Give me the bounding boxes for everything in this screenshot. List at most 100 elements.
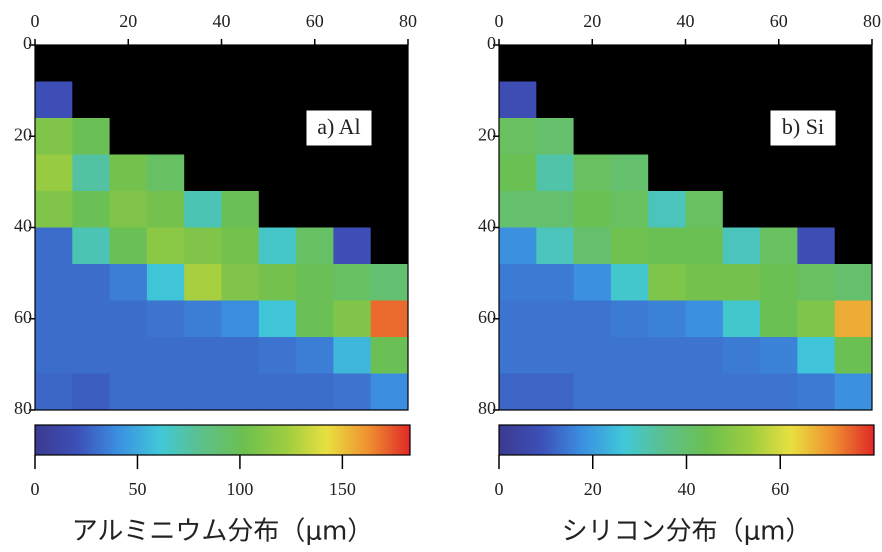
heat-cell <box>610 118 649 155</box>
heat-cell <box>258 373 297 411</box>
heat-cell <box>499 118 537 155</box>
heat-cell <box>685 227 724 265</box>
heat-cell <box>573 227 612 265</box>
heat-cell <box>221 45 260 82</box>
heat-cell <box>146 154 185 192</box>
heat-cell <box>221 337 260 374</box>
x-tick-label: 40 <box>677 11 695 31</box>
heat-cell <box>35 227 73 265</box>
heat-cell <box>296 373 334 411</box>
panel-label: a) Al <box>317 114 360 139</box>
x-tick-label: 60 <box>770 11 788 31</box>
panel-label-box <box>305 109 373 147</box>
heat-cell <box>221 118 260 155</box>
colorbar-tick-label: 20 <box>584 479 602 499</box>
heat-cell <box>573 264 612 301</box>
heat-cell <box>296 337 334 374</box>
heat-cell <box>221 227 260 265</box>
heat-cell <box>536 191 575 228</box>
heat-cell <box>333 227 372 265</box>
heat-cell <box>72 227 111 265</box>
colorbar-tick-label: 60 <box>771 479 789 499</box>
x-tick-label: 80 <box>399 11 417 31</box>
heat-cell <box>573 337 612 374</box>
heat-cell <box>370 191 409 228</box>
heat-cell <box>109 264 148 301</box>
y-tick-label: 40 <box>14 216 32 236</box>
colorbar-tick-label: 0 <box>495 479 504 499</box>
heat-cell <box>536 81 575 119</box>
heat-cell <box>648 264 686 301</box>
heat-cell <box>109 154 148 192</box>
heat-cell <box>296 45 334 82</box>
heat-cell <box>221 154 260 192</box>
caption: シリコン分布（μm） <box>562 517 812 547</box>
heat-cell <box>648 45 686 82</box>
heat-cell <box>610 337 649 374</box>
heat-cell <box>184 118 222 155</box>
heat-cell <box>35 337 73 374</box>
heat-cell <box>722 81 761 119</box>
x-tick-label: 60 <box>306 11 324 31</box>
heat-cell <box>573 45 612 82</box>
heat-cell <box>370 300 409 338</box>
heat-cell <box>499 264 537 301</box>
heat-cell <box>370 45 409 82</box>
heat-cell <box>109 300 148 338</box>
heat-cell <box>760 373 798 411</box>
heat-cell <box>499 154 537 192</box>
heat-cell <box>184 191 222 228</box>
heat-cell <box>573 81 612 119</box>
x-tick-label: 40 <box>213 11 231 31</box>
y-tick-label: 20 <box>478 124 496 144</box>
heat-cell <box>797 154 836 192</box>
heat-cell <box>685 337 724 374</box>
colorbar-tick-label: 40 <box>678 479 696 499</box>
y-tick-label: 0 <box>23 33 32 53</box>
heat-cell <box>370 264 409 301</box>
y-tick-label: 20 <box>14 124 32 144</box>
heat-cell <box>258 118 297 155</box>
heat-cell <box>35 118 73 155</box>
heat-cell <box>760 191 798 228</box>
heat-cell <box>722 373 761 411</box>
heat-cell <box>610 154 649 192</box>
heat-cell <box>797 337 836 374</box>
heat-cell <box>834 118 873 155</box>
heat-cell <box>610 227 649 265</box>
heat-cell <box>221 373 260 411</box>
heat-cell <box>648 118 686 155</box>
heat-cell <box>72 264 111 301</box>
x-tick-label: 0 <box>495 11 504 31</box>
heat-cell <box>797 227 836 265</box>
heat-cell <box>685 45 724 82</box>
heat-cell <box>648 227 686 265</box>
heat-cell <box>685 191 724 228</box>
heat-cell <box>333 191 372 228</box>
heat-cell <box>797 264 836 301</box>
panel-label-box <box>769 109 837 147</box>
heat-cell <box>797 191 836 228</box>
heat-cell <box>760 45 798 82</box>
heat-cell <box>834 81 873 119</box>
heat-cell <box>499 337 537 374</box>
heat-cell <box>258 264 297 301</box>
heat-cell <box>797 45 836 82</box>
heat-cell <box>35 300 73 338</box>
heat-cell <box>184 264 222 301</box>
heat-cell <box>573 300 612 338</box>
heat-cell <box>834 227 873 265</box>
heat-cell <box>72 81 111 119</box>
heat-cell <box>146 191 185 228</box>
heat-cell <box>499 45 537 82</box>
heat-cell <box>35 45 73 82</box>
heat-cell <box>296 264 334 301</box>
heat-cell <box>35 373 73 411</box>
y-tick-label: 80 <box>478 398 496 418</box>
heat-cell <box>610 45 649 82</box>
heat-cell <box>610 373 649 411</box>
heat-cell <box>499 191 537 228</box>
heat-cell <box>722 227 761 265</box>
heat-cell <box>648 81 686 119</box>
